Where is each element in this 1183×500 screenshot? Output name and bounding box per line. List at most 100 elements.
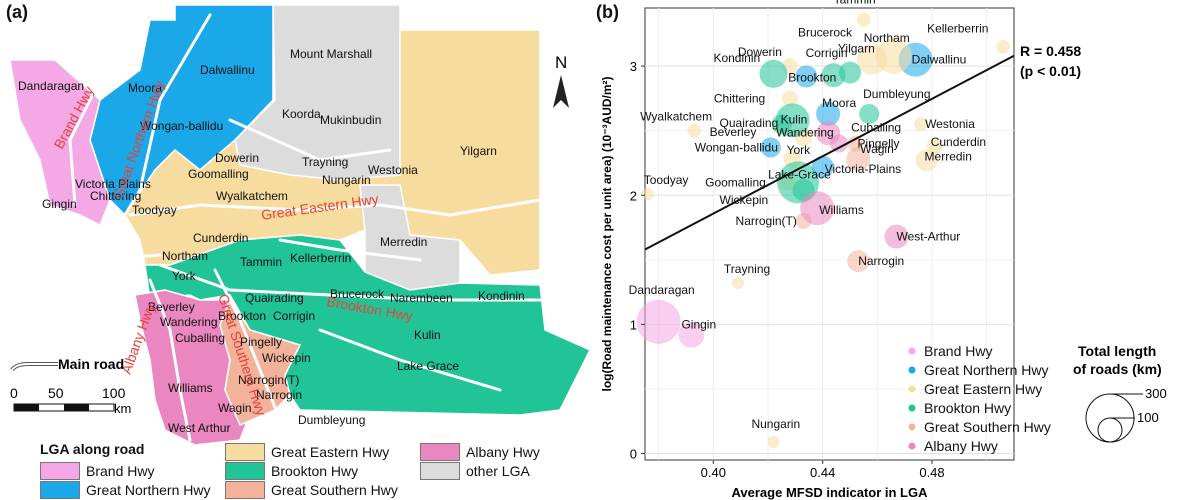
size-circle-100	[1097, 417, 1123, 443]
panel-a-label: (a)	[6, 2, 28, 22]
size-legend: Total length of roads (km) 300 100	[1073, 343, 1167, 443]
point-label: Chittering	[714, 91, 765, 105]
x-tick-label: 0.48	[919, 465, 944, 480]
data-point	[847, 250, 870, 273]
legend-dot	[908, 347, 916, 355]
series-legend-label: Great Southern Hwy	[924, 419, 1051, 435]
legend-dot	[908, 385, 916, 393]
lga-label: Kellerberrin	[290, 251, 351, 265]
point-label: York	[787, 143, 812, 157]
data-point	[767, 435, 780, 448]
r-value-label: R = 0.458	[1020, 43, 1081, 59]
legend-label: Great Eastern Hwy	[271, 444, 390, 460]
lga-label: Pingelly	[240, 335, 282, 349]
point-label: Pingelly	[857, 137, 899, 151]
data-point	[759, 59, 788, 88]
panel-b-label: (b)	[596, 2, 619, 22]
data-point	[678, 321, 705, 348]
lga-label: Corrigin	[273, 309, 315, 323]
map-regions	[9, 4, 592, 446]
legend-item-southern: Great Southern Hwy	[225, 481, 398, 499]
x-axis-label: Average MFSD indicator in LGA	[732, 485, 929, 500]
point-label: Beverley	[710, 125, 757, 139]
lga-label: Dalwallinu	[200, 63, 255, 77]
data-point	[636, 299, 681, 344]
point-label: Wyalkatchem	[640, 110, 712, 124]
road-minor-2	[278, 238, 422, 262]
point-label: Dalwallinu	[912, 53, 967, 67]
scale-unit: km	[114, 401, 131, 416]
y-axis-label: log(Road maintenance cost per unit area)…	[600, 76, 614, 391]
point-label: Tammin	[834, 0, 876, 7]
lga-label: Quairading	[245, 291, 304, 305]
scale-bar: 0 50 100 km	[10, 385, 131, 416]
legend-swatch	[225, 443, 265, 461]
lga-label: Narrogin(T)	[238, 373, 299, 387]
point-label: Cunderdin	[931, 135, 986, 149]
data-point	[816, 101, 841, 126]
size-label-100: 100	[1137, 410, 1159, 425]
lga-label: Victoria Plains	[75, 177, 151, 191]
region-brand	[9, 59, 111, 227]
lga-label: Gingin	[42, 197, 77, 211]
regression-line	[644, 54, 1015, 251]
regression-line-group	[644, 54, 1015, 251]
lga-label: Wongan-ballidu	[140, 119, 223, 133]
point-label: Westonia	[925, 117, 975, 131]
data-point	[760, 137, 781, 158]
legend-label: Brookton Hwy	[271, 463, 359, 479]
lga-labels: Dandaragan Moora Dalwallinu Mount Marshall K…	[18, 47, 525, 435]
point-label: Goomalling	[705, 175, 766, 189]
point-label: Cuballing	[851, 121, 901, 135]
road-great-northern	[123, 13, 212, 217]
lga-label: Brucerock	[330, 287, 385, 301]
lga-label: Dandaragan	[18, 79, 84, 93]
point-label: Merredin	[925, 149, 972, 163]
scale-tick-50: 50	[48, 385, 64, 401]
series-legend-label: Great Northern Hwy	[924, 362, 1048, 378]
data-point	[781, 90, 798, 107]
legend-item-brand: Brand Hwy	[40, 462, 154, 480]
legend-dot	[908, 404, 916, 412]
road-brookton	[158, 263, 542, 302]
lga-label: Mount Marshall	[290, 47, 372, 61]
point-label: Gingin	[681, 318, 716, 332]
legend-item-brookton: Brookton Hwy	[225, 462, 358, 480]
lga-label: Wagin	[218, 401, 252, 415]
series-legend: Brand Hwy Great Northern Hwy Great Eastern…	[908, 343, 1051, 454]
lga-label: Northam	[162, 249, 208, 263]
point-label: Wandering	[776, 125, 834, 139]
lga-label: Moora	[128, 81, 162, 95]
legend-swatch	[225, 462, 265, 480]
point-label: Kulin	[781, 112, 808, 126]
data-point	[771, 114, 792, 135]
lga-map: Dandaragan Moora Dalwallinu Mount Marshall K…	[9, 4, 592, 446]
data-point	[839, 61, 861, 84]
road-brand	[68, 88, 97, 207]
lga-label: Williams	[168, 381, 213, 395]
road-great-southern	[213, 268, 282, 422]
point-label: Kondinin	[713, 51, 760, 65]
lga-label: Tammin	[240, 255, 282, 269]
legend-label: other LGA	[466, 463, 530, 479]
series-legend-label: Brand Hwy	[924, 343, 992, 359]
legend-dot	[908, 366, 916, 374]
legend-swatch	[225, 481, 265, 499]
legend-item-other: other LGA	[420, 462, 530, 480]
legend-label: Great Southern Hwy	[271, 482, 398, 498]
point-label: Dumbleyung	[863, 87, 930, 101]
data-point	[859, 103, 880, 124]
legend-dot	[908, 423, 916, 431]
point-label: Trayning	[724, 262, 770, 276]
lga-label: Trayning	[302, 155, 348, 169]
legend-label: Brand Hwy	[86, 463, 155, 479]
lga-legend-title: LGA along road	[40, 441, 145, 457]
point-label: Northam	[864, 31, 910, 45]
lga-label: Wandering	[160, 315, 218, 329]
point-label: Brookton	[788, 70, 836, 84]
legend-swatch	[420, 462, 460, 480]
point-label: Williams	[819, 203, 864, 217]
series-legend-label: Albany Hwy	[924, 438, 998, 454]
data-point	[811, 155, 834, 178]
